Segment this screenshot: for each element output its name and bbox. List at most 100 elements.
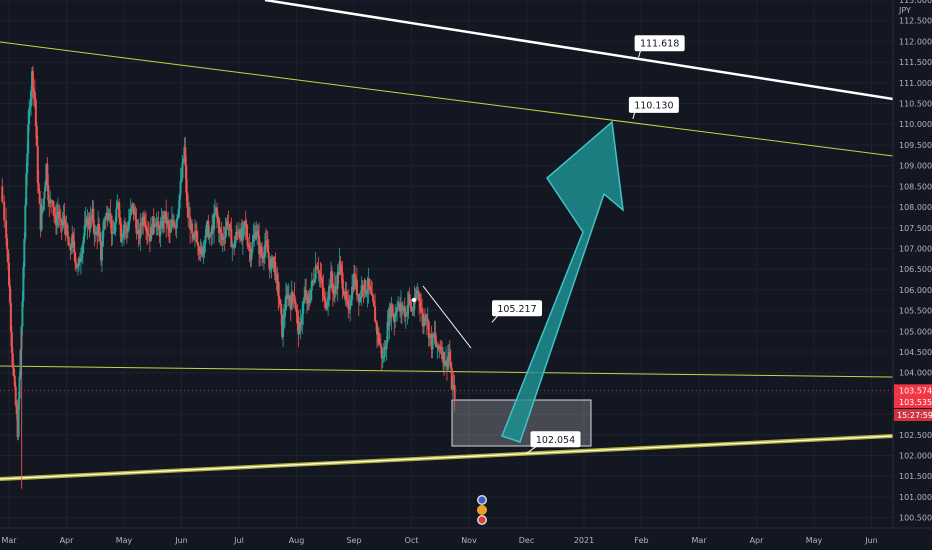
candle [1, 178, 4, 204]
event-icons[interactable] [477, 495, 487, 525]
candle [290, 280, 293, 311]
candle [175, 217, 178, 239]
price-tick-label: 106.500 [899, 265, 932, 274]
candle [24, 198, 27, 243]
candle [251, 234, 254, 255]
candle [135, 208, 138, 240]
time-tick-label: Sep [346, 536, 361, 545]
candle [82, 232, 85, 253]
candle [226, 214, 229, 231]
candle [307, 290, 309, 311]
price-annotation-callout[interactable]: 110.130 [628, 96, 679, 119]
candle [317, 257, 320, 282]
candle [284, 282, 287, 312]
candle [89, 206, 92, 233]
candle [40, 198, 43, 232]
short-trendline[interactable] [422, 285, 472, 349]
time-tick-label: Jun [174, 536, 188, 545]
candle [176, 213, 179, 222]
candle [252, 224, 255, 244]
candle [331, 272, 334, 307]
candle [231, 240, 234, 261]
time-tick-label: Apr [750, 536, 765, 545]
candle [420, 293, 423, 313]
price-annotation-callout[interactable]: 111.618 [634, 35, 685, 58]
price-tick-label: 112.000 [899, 37, 932, 46]
candle [346, 290, 349, 309]
candle [170, 206, 173, 230]
price-tick-label: 113.000 [899, 0, 932, 5]
candle [172, 214, 175, 230]
price-tick-label: 109.000 [899, 162, 932, 171]
candle [37, 170, 40, 195]
candle [139, 213, 142, 252]
candle [13, 369, 16, 390]
price-axis[interactable]: JPY 100.500 101.000 101.500 102.000 102.500 1… [892, 0, 932, 528]
candle [360, 276, 363, 306]
price-tick-label: 107.500 [899, 224, 932, 233]
time-tick-label: Aug [289, 536, 305, 545]
price-tick-label: 101.500 [899, 472, 932, 481]
candle [19, 347, 22, 380]
upper-yellow-trendline[interactable] [0, 41, 894, 157]
price-tick-label: 108.000 [899, 203, 932, 212]
candle [178, 193, 181, 218]
flag-icon [478, 516, 486, 524]
currency-label: JPY [898, 6, 911, 15]
candle [327, 296, 330, 316]
candle [370, 279, 373, 296]
price-annotation-callout[interactable]: 102.054 [526, 431, 581, 454]
candle [307, 290, 310, 311]
candle [222, 226, 225, 246]
horizontal-yellow-trendline[interactable] [0, 365, 894, 378]
time-axis[interactable]: Mar Apr May Jun Jul Aug Sep Oct Nov Dec 2021 Feb Mar… [0, 527, 932, 550]
candle [394, 304, 397, 329]
candle [35, 122, 38, 147]
candle [246, 224, 249, 250]
candle [279, 298, 282, 305]
candle [67, 231, 70, 246]
candle [448, 340, 451, 366]
time-tick-label: Jul [233, 536, 244, 545]
svg-text:103.535: 103.535 [899, 398, 932, 407]
candle [28, 98, 31, 133]
candle [61, 211, 64, 232]
candle [230, 217, 233, 248]
price-annotation-callout[interactable]: 105.217 [491, 300, 542, 323]
candle [235, 225, 238, 244]
svg-text:15:27:59: 15:27:59 [897, 411, 932, 420]
price-tick-label: 104.500 [899, 348, 932, 357]
candlestick-series [1, 65, 456, 489]
candle [242, 221, 245, 238]
candle [245, 218, 248, 241]
price-tick-label: 100.500 [899, 514, 932, 523]
time-tick-label: May [806, 536, 823, 545]
candle [368, 278, 371, 295]
price-tick-label: 102.000 [899, 452, 932, 461]
bullish-forecast-arrow[interactable] [501, 120, 624, 443]
price-tick-label: 105.000 [899, 327, 932, 336]
candle [404, 306, 407, 329]
candle [378, 338, 381, 345]
event-icon[interactable] [477, 505, 487, 515]
candle [215, 202, 218, 229]
upper-white-trendline[interactable] [264, 0, 894, 101]
candle [123, 217, 126, 240]
annotation-label: 102.054 [536, 435, 575, 446]
candle [75, 256, 78, 272]
candle [167, 211, 170, 237]
candle [401, 300, 404, 316]
time-tick-label: Dec [519, 536, 534, 545]
candle [53, 201, 56, 223]
candle [310, 272, 313, 301]
candle [41, 206, 44, 215]
lower-yellow-trendline[interactable] [0, 435, 894, 480]
candle [410, 299, 413, 313]
candle [94, 224, 97, 243]
candle [374, 293, 377, 322]
candle [349, 295, 352, 322]
candle [386, 310, 389, 344]
time-tick-label: Nov [461, 536, 477, 545]
candle [182, 158, 185, 165]
